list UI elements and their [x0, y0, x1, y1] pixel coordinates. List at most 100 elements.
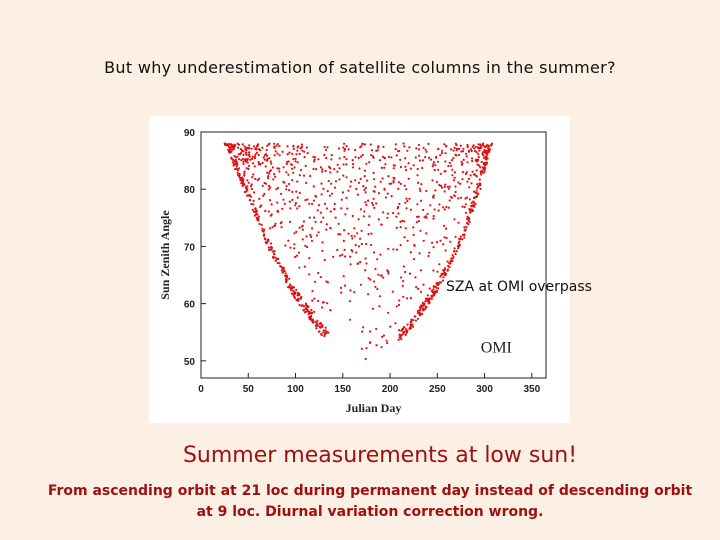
plot-frame [200, 131, 547, 379]
scatter-point [320, 332, 323, 336]
scatter-point [485, 163, 488, 166]
scatter-point [412, 164, 415, 167]
scatter-point [241, 176, 244, 179]
scatter-point [229, 149, 232, 152]
scatter-point [444, 249, 447, 252]
scatter-point [273, 250, 276, 253]
scatter-point [438, 203, 441, 206]
scatter-point [306, 198, 309, 201]
scatter-point [412, 233, 415, 236]
scatter-point [394, 143, 397, 146]
scatter-point [361, 142, 364, 146]
scatter-point [399, 158, 402, 161]
scatter-point [248, 146, 251, 149]
scatter-point [379, 253, 382, 256]
scatter-point [330, 182, 333, 185]
scatter-point [367, 199, 370, 202]
scatter-point [245, 158, 248, 161]
scatter-point [234, 160, 237, 163]
scatter-point [240, 151, 243, 155]
scatter-point [369, 278, 372, 281]
scatter-point [339, 286, 343, 289]
x-axis-label: Julian Day [346, 401, 402, 415]
scatter-point [286, 153, 289, 156]
scatter-point [253, 157, 256, 160]
scatter-point [427, 142, 430, 145]
scatter-point [459, 144, 462, 147]
scatter-point [229, 147, 232, 150]
scatter-point [293, 247, 296, 250]
scatter-point [309, 174, 312, 178]
scatter-point [325, 156, 328, 160]
scatter-point [439, 239, 442, 242]
scatter-point [380, 166, 383, 169]
scatter-point [280, 192, 283, 195]
scatter-point [315, 168, 318, 171]
scatter-point [432, 196, 435, 199]
scatter-point [360, 242, 363, 246]
scatter-point [233, 144, 236, 147]
scatter-point [310, 235, 313, 239]
scatter-point [349, 255, 352, 258]
scatter-point [361, 330, 364, 333]
scatter-point [274, 259, 277, 262]
scatter-point [378, 305, 381, 308]
scatter-point [338, 167, 341, 170]
scatter-point [477, 153, 480, 156]
scatter-point [471, 170, 474, 173]
scatter-point [365, 162, 368, 165]
scatter-point [300, 295, 303, 299]
scatter-point [341, 253, 344, 256]
scatter-point [477, 143, 480, 146]
scatter-point [258, 163, 261, 166]
scatter-point [334, 180, 338, 183]
scatter-point [416, 309, 420, 313]
scatter-point [293, 166, 296, 169]
scatter-point [285, 188, 288, 191]
scatter-point [350, 180, 353, 183]
scatter-point [483, 166, 486, 169]
scatter-point [458, 240, 461, 243]
scatter-point [257, 161, 260, 164]
scatter-point [444, 183, 447, 186]
scatter-point [310, 312, 313, 315]
scatter-point [340, 207, 343, 210]
scatter-point [359, 237, 362, 240]
scatter-point [354, 179, 357, 182]
scatter-point [470, 149, 473, 153]
scatter-point [473, 196, 476, 199]
scatter-point [440, 149, 444, 152]
scatter-point [247, 164, 250, 167]
scatter-point [257, 215, 260, 218]
scatter-point [281, 271, 284, 274]
scatter-point [457, 197, 460, 200]
scatter-point [252, 203, 255, 206]
scatter-point [271, 256, 275, 259]
scatter-point [464, 211, 468, 214]
scatter-point [231, 158, 234, 161]
scatter-point [294, 255, 297, 258]
scatter-point [317, 158, 320, 161]
scatter-point [366, 179, 369, 182]
scatter-point [381, 335, 384, 338]
scatter-point [353, 235, 356, 238]
scatter-point [316, 324, 319, 327]
scatter-point [330, 192, 334, 195]
scatter-point [409, 321, 412, 324]
scatter-point [273, 173, 276, 176]
scatter-point [311, 227, 314, 230]
scatter-point [469, 148, 472, 151]
scatter-point [320, 324, 323, 327]
scatter-point [427, 254, 430, 258]
scatter-point [296, 294, 299, 297]
scatter-point [287, 173, 290, 176]
scatter-point [387, 270, 390, 273]
scatter-point [381, 177, 384, 180]
scatter-point [276, 201, 279, 204]
scatter-point [447, 164, 450, 168]
scatter-point [419, 189, 422, 193]
scatter-point [401, 284, 404, 287]
scatter-point [467, 177, 471, 180]
scatter-point [356, 193, 359, 196]
scatter-point [386, 216, 389, 219]
